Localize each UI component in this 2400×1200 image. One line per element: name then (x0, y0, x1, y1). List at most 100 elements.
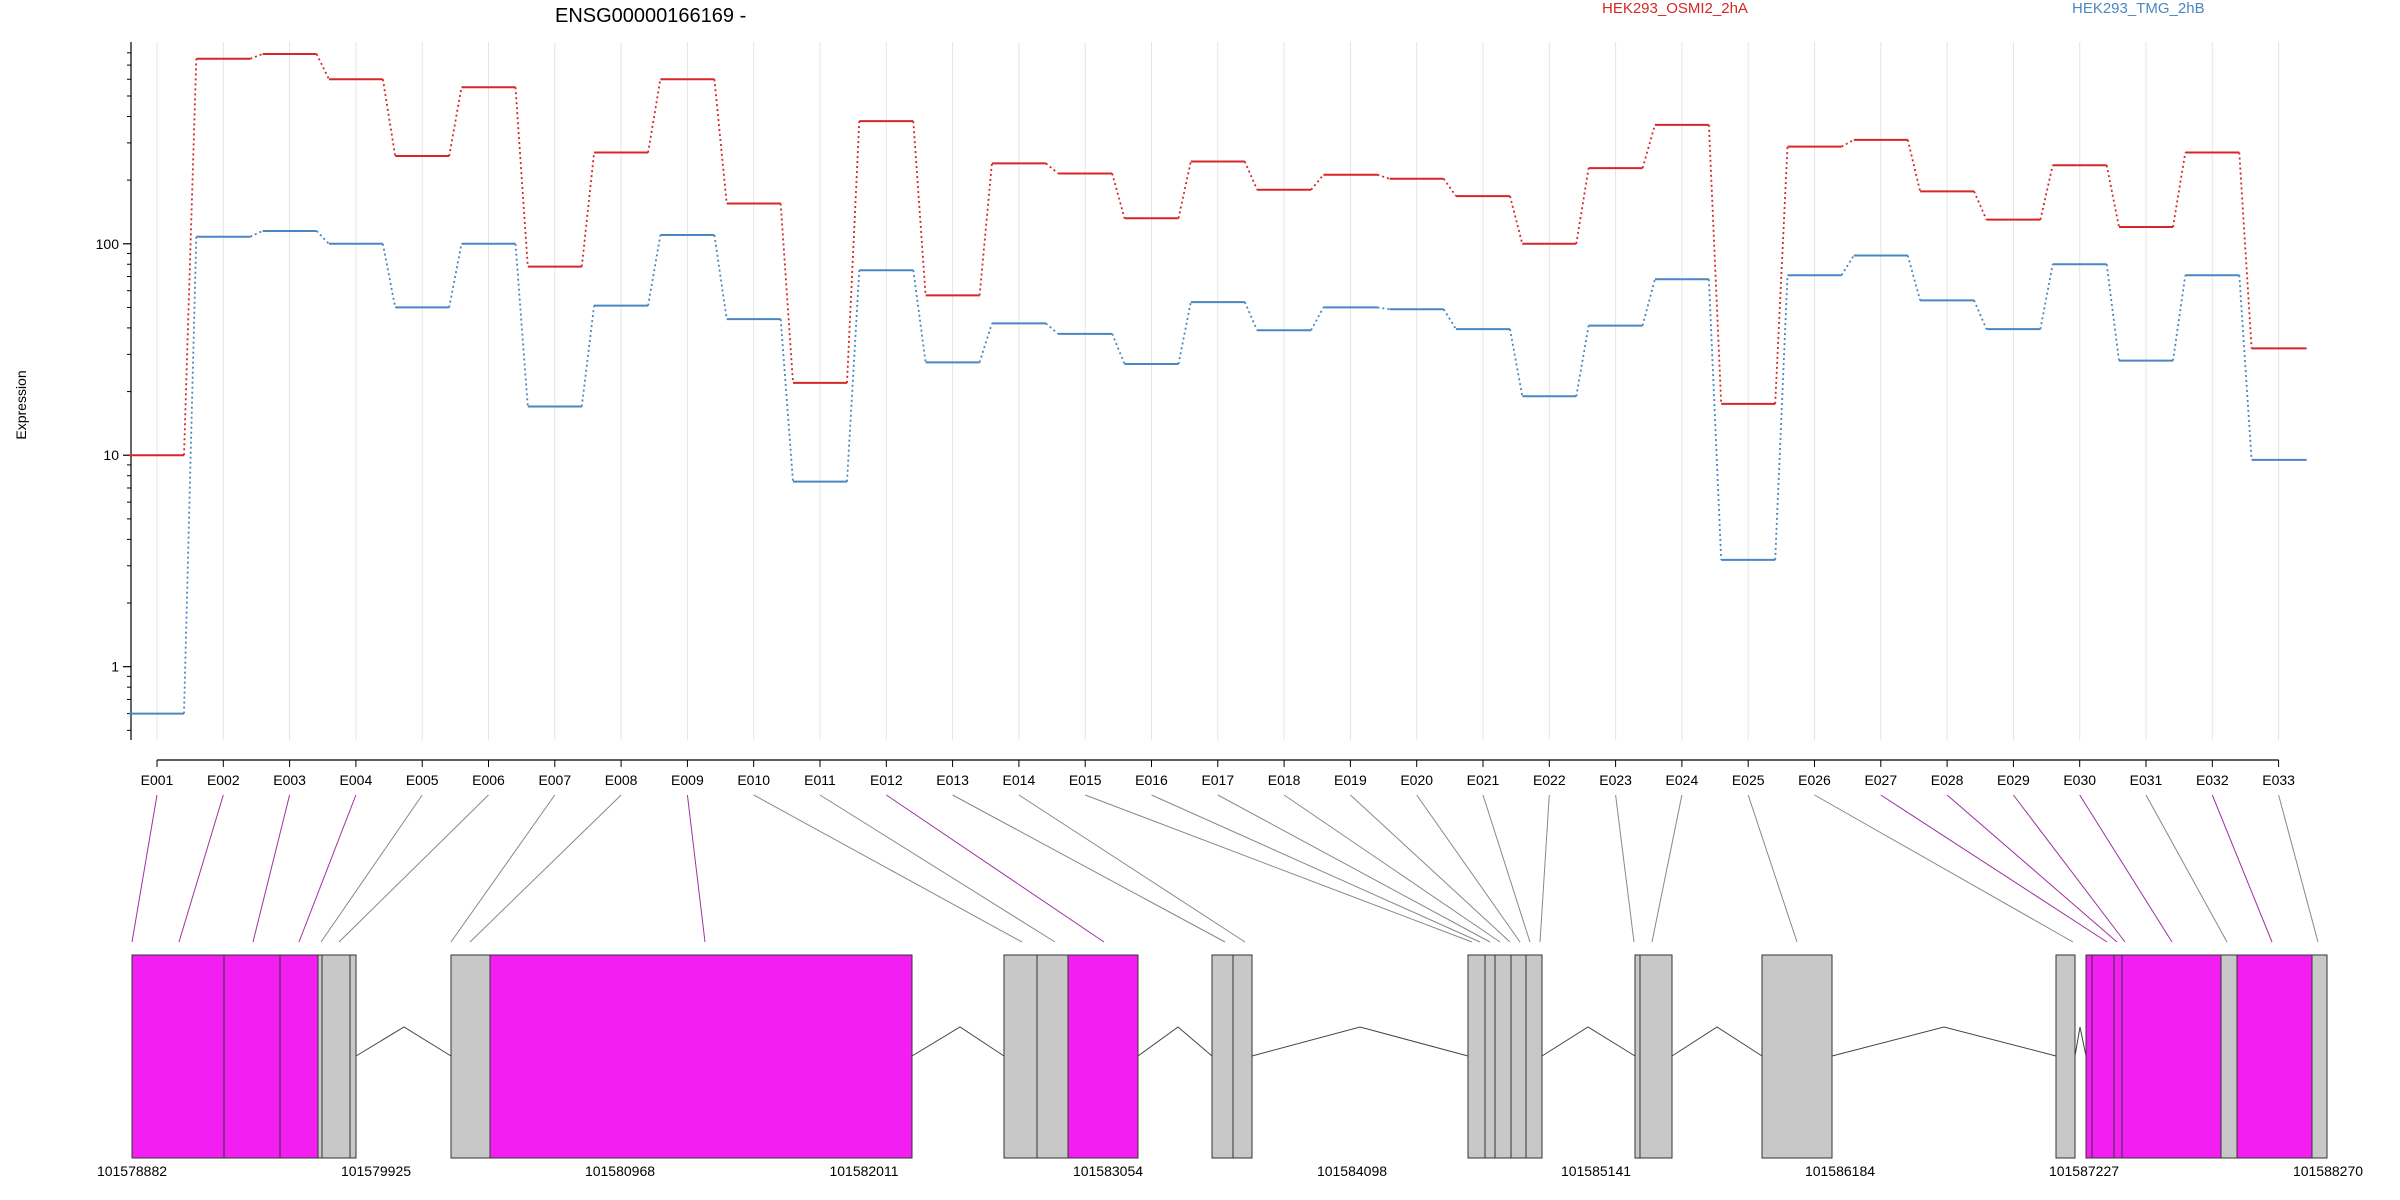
series-1 (129, 52, 2307, 457)
series-transition (846, 121, 861, 383)
exon-connector-e021 (1482, 794, 1531, 943)
exon-connector-lines (131, 794, 2319, 943)
series-transition (1111, 173, 1126, 219)
x-tick-label-e031: E031 (2130, 772, 2163, 788)
exon-connector-e013 (952, 794, 1226, 943)
series-transition (1973, 190, 1988, 221)
exon-connector-e029 (2013, 794, 2126, 943)
series-transition (382, 79, 397, 157)
x-tick-label-e018: E018 (1268, 772, 1301, 788)
exon-connector-e005 (320, 794, 423, 943)
series-transition (1973, 300, 1988, 330)
series-transition (846, 270, 861, 482)
intron-line (355, 1026, 452, 1057)
exon-connector-e018 (1283, 794, 1501, 943)
coordinate-label: 101582011 (829, 1163, 898, 1179)
x-tick-label-e025: E025 (1732, 772, 1765, 788)
exon-connector-e027 (1880, 794, 2108, 943)
coordinate-label: 101588270 (2293, 1163, 2363, 1179)
exon-box (279, 954, 319, 1159)
x-tick-label-e017: E017 (1201, 772, 1234, 788)
series-transition (1243, 161, 1258, 191)
series-transition (1111, 333, 1126, 365)
series-transition (912, 121, 927, 296)
x-tick-label-e032: E032 (2196, 772, 2229, 788)
series-transition (1045, 322, 1059, 335)
series-transition (1774, 146, 1789, 404)
series-transition (1243, 301, 1258, 331)
x-tick-label-e020: E020 (1400, 772, 1433, 788)
intron-line (1831, 1026, 2057, 1057)
exon-box (223, 954, 281, 1159)
series-transition (514, 87, 529, 267)
x-tick-label-e023: E023 (1599, 772, 1632, 788)
series-transition (2172, 152, 2187, 228)
exon-box (450, 954, 491, 1159)
exon-box (1484, 954, 1496, 1159)
intron-line (911, 1026, 1005, 1057)
legend-entry-osmi2: HEK293_OSMI2_2hA (1602, 0, 1748, 17)
chart-title: ENSG00000166169 - (555, 5, 746, 27)
exon-box (349, 954, 357, 1159)
series-transition (2172, 275, 2187, 361)
series-transition (779, 203, 794, 383)
coordinate-label: 101584098 (1317, 1163, 1387, 1179)
series-2 (129, 229, 2307, 715)
series-transition (315, 230, 330, 245)
coordinate-label: 101587227 (2049, 1163, 2119, 1179)
series-transition (647, 79, 662, 153)
exon-box (2085, 954, 2093, 1159)
x-tick-label-e030: E030 (2063, 772, 2096, 788)
exon-connector-e012 (886, 794, 1105, 943)
y-tick-label: 100 (96, 236, 120, 252)
exon-connector-e025 (1747, 794, 1798, 943)
grid-lines (156, 42, 2280, 740)
series-transition (779, 319, 794, 482)
x-tick-label-e024: E024 (1666, 772, 1699, 788)
coordinate-label: 101585141 (1561, 1163, 1631, 1179)
series-transition (1377, 306, 1390, 311)
exon-box (1003, 954, 1038, 1159)
exon-connector-e009 (686, 794, 706, 943)
exon-connector-e002 (178, 794, 224, 943)
series-transition (580, 152, 595, 267)
series-transition (1310, 306, 1325, 331)
series-transition (183, 236, 198, 714)
x-tick-label-e021: E021 (1467, 772, 1500, 788)
series-transition (1906, 255, 1921, 301)
exon-connector-e022 (1539, 794, 1550, 943)
series-transition (514, 243, 529, 407)
exon-box (131, 954, 225, 1159)
x-tick-label-e027: E027 (1864, 772, 1897, 788)
x-tick-label-e028: E028 (1931, 772, 1964, 788)
coordinate-label: 101578882 (97, 1163, 167, 1179)
y-axis-label: Expression (13, 370, 29, 439)
exon-connector-e008 (469, 794, 622, 943)
series-transition (1841, 139, 1855, 148)
series-transition (1177, 161, 1192, 219)
series-transition (1906, 139, 1921, 192)
exon-box (1467, 954, 1486, 1159)
coordinate-label: 101580968 (585, 1163, 655, 1179)
series-transition (249, 230, 263, 238)
series-transition (1509, 328, 1524, 397)
coordinate-label: 101583054 (1073, 1163, 1143, 1179)
series-transition (580, 305, 595, 407)
exon-connector-e033 (2278, 794, 2319, 943)
coordinate-label: 101579925 (341, 1163, 411, 1179)
intron-line (1251, 1026, 1469, 1057)
exon-box (1036, 954, 1069, 1159)
series-transition (978, 163, 993, 296)
series-transition (315, 53, 330, 80)
series-transition (1377, 173, 1390, 180)
exon-box (2236, 954, 2313, 1159)
exon-box (317, 954, 323, 1159)
x-tick-label-e014: E014 (1003, 772, 1036, 788)
series-transition (448, 243, 463, 308)
series-transition (1310, 174, 1325, 191)
exon-connector-e010 (753, 794, 1023, 943)
intron-line (1541, 1026, 1636, 1057)
exon-box (1525, 954, 1543, 1159)
series-transition (448, 87, 463, 157)
series-transition (2238, 152, 2253, 349)
